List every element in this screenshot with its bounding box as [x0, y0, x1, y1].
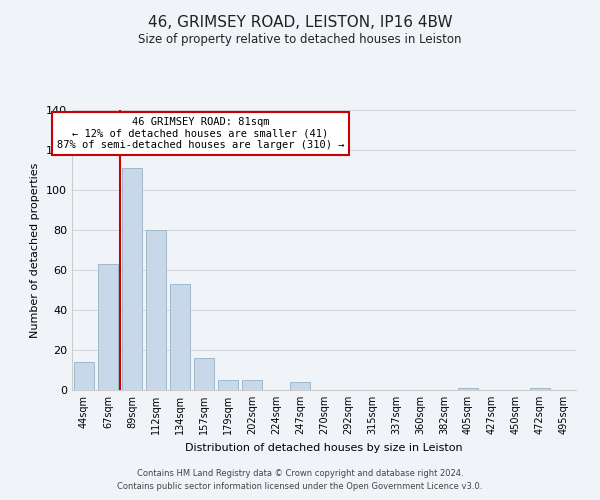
Bar: [170, 284, 190, 390]
Bar: [74, 362, 94, 390]
Text: Size of property relative to detached houses in Leiston: Size of property relative to detached ho…: [138, 32, 462, 46]
Bar: [530, 388, 550, 390]
Text: Contains HM Land Registry data © Crown copyright and database right 2024.: Contains HM Land Registry data © Crown c…: [137, 468, 463, 477]
Bar: [290, 382, 310, 390]
X-axis label: Distribution of detached houses by size in Leiston: Distribution of detached houses by size …: [185, 442, 463, 452]
Text: 46 GRIMSEY ROAD: 81sqm
← 12% of detached houses are smaller (41)
87% of semi-det: 46 GRIMSEY ROAD: 81sqm ← 12% of detached…: [57, 117, 344, 150]
Y-axis label: Number of detached properties: Number of detached properties: [31, 162, 40, 338]
Bar: [122, 168, 142, 390]
Bar: [218, 380, 238, 390]
Bar: [194, 358, 214, 390]
Text: 46, GRIMSEY ROAD, LEISTON, IP16 4BW: 46, GRIMSEY ROAD, LEISTON, IP16 4BW: [148, 15, 452, 30]
Bar: [242, 380, 262, 390]
Bar: [98, 264, 118, 390]
Text: Contains public sector information licensed under the Open Government Licence v3: Contains public sector information licen…: [118, 482, 482, 491]
Bar: [146, 230, 166, 390]
Bar: [458, 388, 478, 390]
